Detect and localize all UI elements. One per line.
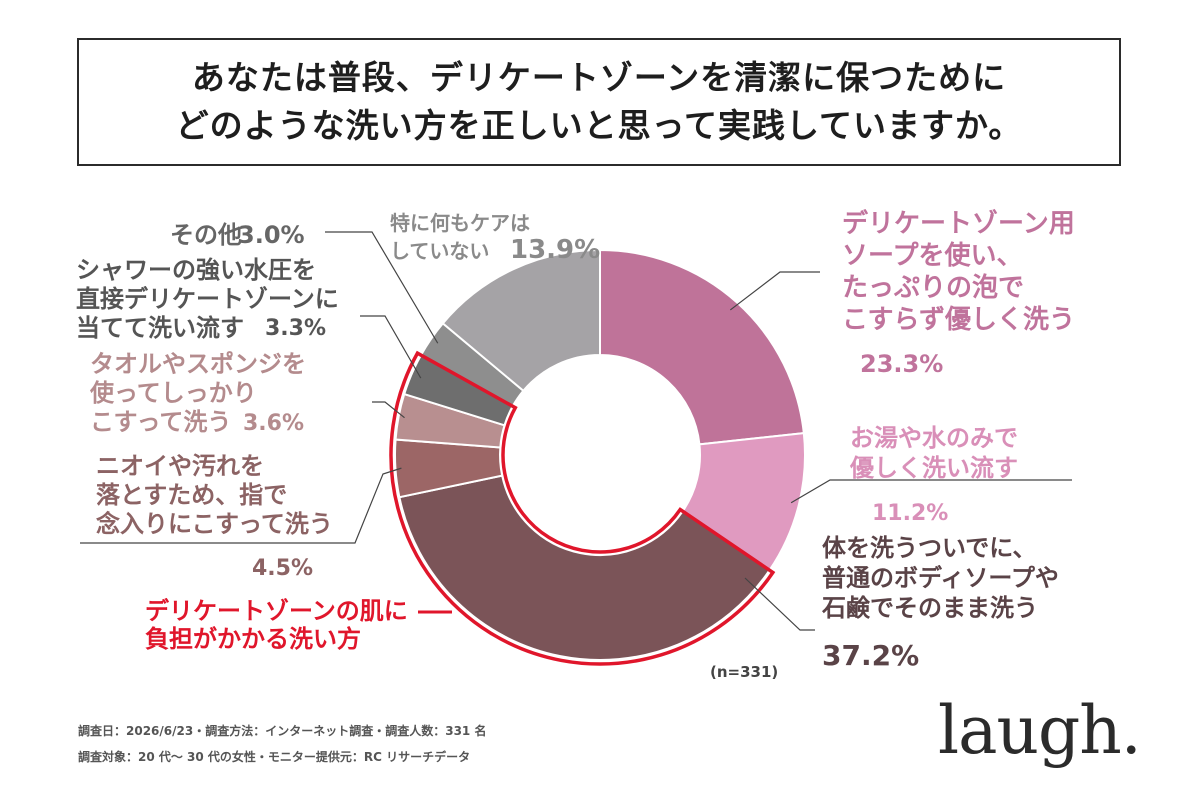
title-line-1: あなたは普段、デリケートゾーンを清潔に保つために: [191, 58, 1007, 97]
leader-slice-5: [360, 315, 422, 379]
label-slice-3-line-2: 念入りにこすって洗う: [96, 510, 333, 538]
leader-slice-1: [790, 479, 1072, 504]
leader-slice-0: [729, 271, 820, 311]
label-slice-2-line-0: 体を洗うついでに、: [822, 534, 1037, 562]
highlight-outline-path: [389, 350, 776, 666]
brand-logo: laugh.: [938, 692, 1142, 769]
slice-0: [599, 248, 805, 446]
label-slice-5-line-1: 直接デリケートゾーンに: [76, 285, 339, 313]
slice-7: [441, 248, 601, 393]
value-slice-7: 13.9%: [510, 235, 600, 265]
leader-slice-3: [80, 467, 402, 544]
label-slice-5-line-2: 当てて洗い流す: [76, 314, 244, 342]
label-slice-2-line-1: 普通のボディソープや: [822, 564, 1059, 592]
label-slice-7-line-0: 特に何もケアは: [390, 211, 530, 235]
label-slice-4-line-0: タオルやスポンジを: [90, 350, 306, 378]
highlight-legend-line-1: 負担がかかる洗い方: [145, 625, 361, 653]
label-slice-3-line-1: 落とすため、指で: [96, 481, 287, 509]
slice-2: [398, 474, 771, 661]
label-slice-7-line-1: していない: [390, 239, 489, 263]
leader-slice-2: [744, 577, 815, 631]
title-box: あなたは普段、デリケートゾーンを清潔に保つために どのような洗い方を正しいと思っ…: [77, 38, 1121, 166]
highlight-outline: [389, 350, 776, 666]
label-slice-1-line-1: 優しく洗い流す: [849, 454, 1018, 482]
label-slice-0-line-2: たっぷりの泡で: [842, 273, 1024, 303]
label-slice-2-line-2: 石鹸でそのまま洗う: [821, 594, 1038, 622]
highlight-legend-line-0: デリケートゾーンの肌に: [145, 597, 408, 625]
donut-slices: [394, 248, 806, 661]
value-slice-5: 3.3%: [265, 316, 326, 341]
value-slice-6: 3.0%: [238, 221, 305, 249]
footer-survey-target: 調査対象：20 代〜 30 代の女性・モニター提供元：RC リサーチデータ: [78, 750, 471, 764]
leader-lines: [80, 231, 1072, 631]
leader-slice-4: [372, 401, 405, 419]
value-slice-2: 37.2%: [822, 639, 919, 672]
n-label: (n=331): [710, 663, 778, 681]
value-slice-0: 23.3%: [860, 350, 943, 378]
label-slice-4-line-1: 使ってしっかり: [89, 379, 257, 407]
value-slice-3: 4.5%: [252, 556, 313, 581]
value-slice-4: 3.6%: [243, 411, 304, 436]
label-slice-6-line-0: その他: [170, 221, 242, 249]
leader-slice-6: [325, 231, 439, 344]
label-slice-0-line-1: ソープを使い、: [842, 241, 1022, 271]
label-slice-1-line-0: お湯や水のみで: [850, 424, 1018, 452]
title-line-2: どのような洗い方を正しいと思って実践していますか。: [175, 106, 1023, 145]
label-slice-5-line-0: シャワーの強い水圧を: [76, 256, 316, 284]
label-slice-0-line-0: デリケートゾーン用: [842, 208, 1075, 239]
value-slice-1: 11.2%: [872, 501, 948, 526]
label-slice-4-line-2: こすって洗う: [90, 408, 231, 436]
label-slice-0-line-3: こすらず優しく洗う: [842, 305, 1075, 335]
footer-survey-info: 調査日：2026/6/23・調査方法：インターネット調査・調査人数：331 名: [78, 724, 487, 738]
label-slice-3-line-0: ニオイや汚れを: [96, 452, 264, 480]
